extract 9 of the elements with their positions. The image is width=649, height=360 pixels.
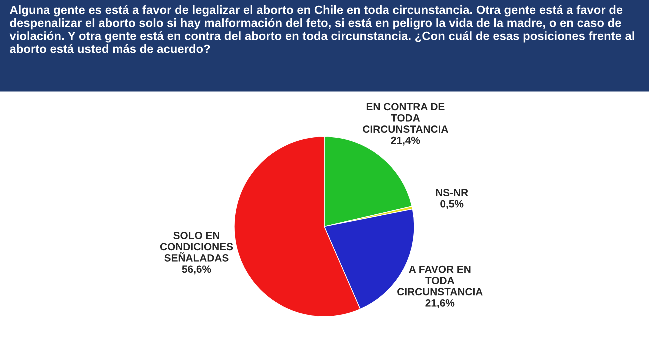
data-label: 56,6% (182, 266, 212, 275)
data-label: 21,4% (391, 136, 420, 146)
slice-label: NS-NR (436, 189, 468, 197)
chart-title: Alguna gente es está a favor de legalizar el aborto en Chile en toda circunstancia. Otra gente está a favor de despenalizar el aborto solo si hay malformación del feto, si está en peligro la vida de la madre, o en caso de violación. Y otra gente está en contra del aborto en toda circunstancia. ¿Con cuál de esas posiciones frente al aborto está usted más de acuerdo? (10, 5, 634, 54)
data-label: 21,6% (426, 300, 455, 308)
slice-label: EN CONTRA DE TODA CIRCUNSTANCIA (363, 103, 448, 134)
slice-label: A FAVOR EN TODA CIRCUNSTANCIA (398, 266, 483, 296)
slice-label: SOLO EN CONDICIONES SEÑALADAS (160, 232, 234, 262)
data-label: 0,5% (440, 200, 464, 210)
